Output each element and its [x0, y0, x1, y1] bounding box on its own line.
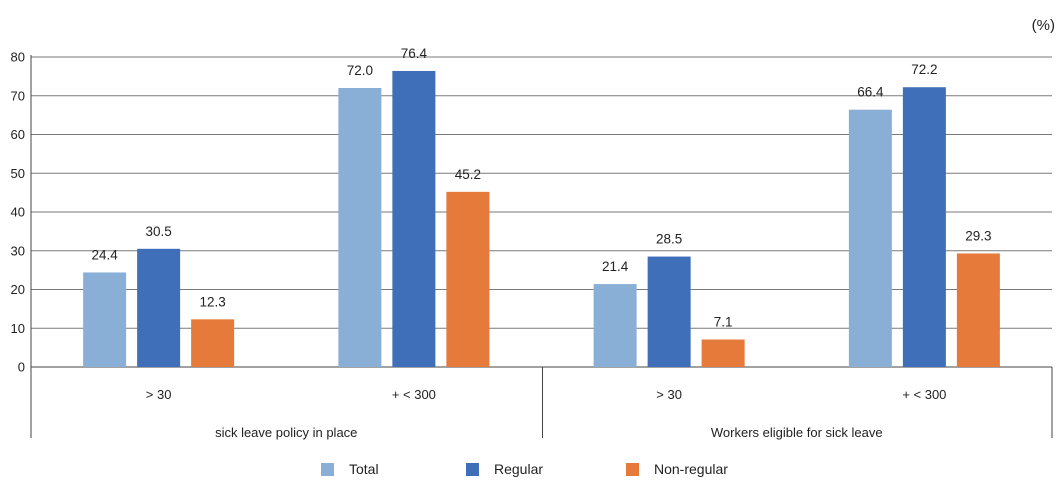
category-label: > 30 [146, 387, 172, 402]
category-label: + < 300 [392, 387, 436, 402]
data-label: 29.3 [965, 228, 991, 243]
unit-label: (%) [1032, 17, 1055, 34]
y-tick-label: 60 [11, 127, 25, 142]
data-label: 72.0 [347, 63, 373, 78]
y-tick-label: 0 [18, 360, 25, 375]
group-label: Workers eligible for sick leave [711, 425, 883, 440]
bar [593, 284, 637, 367]
data-label: 28.5 [656, 232, 682, 247]
y-tick-label: 40 [11, 205, 25, 220]
legend-label: Non-regular [654, 461, 728, 477]
y-tick-label: 30 [11, 243, 25, 258]
bar [338, 88, 382, 367]
y-tick-label: 50 [11, 166, 25, 181]
bar [647, 256, 691, 367]
y-tick-label: 20 [11, 282, 25, 297]
bar [848, 109, 892, 367]
legend: Total Regular Non-regular [321, 461, 728, 477]
bar [191, 319, 235, 367]
category-label: + < 300 [902, 387, 946, 402]
legend-label: Regular [494, 461, 543, 477]
group-label: sick leave policy in place [215, 425, 357, 440]
data-label: 45.2 [455, 167, 481, 182]
bar [956, 253, 1000, 367]
axes: 0 10 20 30 40 50 60 70 80 > 30 + < 300 sick leave p… [11, 50, 1053, 440]
data-label: 12.3 [199, 294, 225, 309]
legend-label: Total [349, 461, 379, 477]
category-label: > 30 [656, 387, 682, 402]
bar [137, 248, 181, 367]
bar [392, 70, 436, 367]
data-label: 76.4 [401, 46, 428, 61]
data-label: 66.4 [857, 85, 884, 100]
y-tick-label: 10 [11, 321, 25, 336]
data-labels: 24.4 72.0 21.4 66.4 30.5 76.4 28.5 72.2 12.3 45.2… [91, 46, 991, 330]
legend-swatch [466, 463, 479, 476]
data-label: 7.1 [714, 314, 733, 329]
y-tick-label: 80 [11, 50, 25, 65]
gridlines [31, 56, 1052, 368]
bar [701, 339, 745, 367]
bar [902, 87, 946, 367]
legend-swatch [626, 463, 639, 476]
data-label: 21.4 [602, 259, 629, 274]
legend-swatch [321, 463, 334, 476]
bar [446, 191, 490, 367]
data-label: 24.4 [91, 247, 118, 262]
y-tick-label: 70 [11, 88, 25, 103]
bars [83, 70, 1000, 367]
bar [83, 272, 127, 367]
data-label: 72.2 [911, 62, 937, 77]
data-label: 30.5 [145, 224, 171, 239]
